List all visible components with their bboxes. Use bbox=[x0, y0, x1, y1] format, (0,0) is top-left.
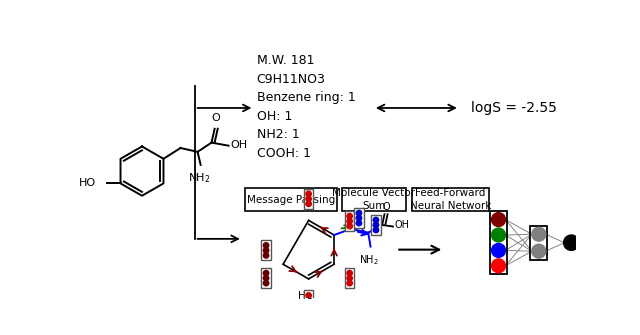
Text: HO: HO bbox=[298, 291, 314, 301]
Text: Molecule Vector
Sum: Molecule Vector Sum bbox=[332, 188, 415, 211]
Circle shape bbox=[373, 227, 379, 233]
Circle shape bbox=[347, 218, 353, 224]
Circle shape bbox=[347, 213, 353, 219]
Circle shape bbox=[263, 248, 269, 253]
Circle shape bbox=[306, 196, 311, 202]
Bar bbox=[304, 290, 313, 311]
Text: O: O bbox=[212, 113, 221, 123]
Circle shape bbox=[492, 228, 506, 242]
Text: logS = -2.55: logS = -2.55 bbox=[472, 101, 557, 115]
Circle shape bbox=[347, 223, 353, 229]
Circle shape bbox=[306, 293, 311, 298]
Text: OH: OH bbox=[395, 220, 410, 230]
Circle shape bbox=[532, 244, 546, 258]
Bar bbox=[412, 188, 489, 211]
Circle shape bbox=[306, 303, 311, 308]
Circle shape bbox=[306, 201, 311, 206]
Bar bbox=[490, 211, 507, 274]
Circle shape bbox=[263, 280, 269, 286]
Text: NH$_2$: NH$_2$ bbox=[188, 171, 211, 185]
Bar bbox=[245, 188, 337, 211]
Text: Message Passing: Message Passing bbox=[246, 195, 335, 205]
Circle shape bbox=[564, 235, 579, 250]
Circle shape bbox=[492, 244, 506, 257]
Bar bbox=[304, 189, 313, 209]
Text: Feed-Forward
Neural Network: Feed-Forward Neural Network bbox=[410, 188, 491, 211]
Circle shape bbox=[373, 217, 379, 223]
Circle shape bbox=[347, 280, 353, 286]
Text: HO: HO bbox=[79, 178, 96, 188]
Bar bbox=[345, 211, 355, 231]
Circle shape bbox=[347, 270, 353, 276]
Circle shape bbox=[263, 275, 269, 281]
Circle shape bbox=[263, 270, 269, 276]
Bar bbox=[261, 241, 271, 260]
Circle shape bbox=[306, 298, 311, 303]
Circle shape bbox=[306, 191, 311, 197]
Bar bbox=[355, 208, 364, 228]
Circle shape bbox=[356, 220, 362, 226]
Circle shape bbox=[356, 215, 362, 221]
Circle shape bbox=[263, 253, 269, 258]
Text: M.W. 181
C9H11NO3
Benzene ring: 1
OH: 1
NH2: 1
COOH: 1: M.W. 181 C9H11NO3 Benzene ring: 1 OH: 1 … bbox=[257, 54, 355, 159]
Bar bbox=[531, 226, 547, 260]
Bar bbox=[345, 268, 355, 288]
Bar bbox=[371, 215, 381, 235]
Circle shape bbox=[492, 213, 506, 226]
Text: NH$_2$: NH$_2$ bbox=[359, 253, 379, 267]
Circle shape bbox=[356, 210, 362, 216]
Circle shape bbox=[347, 275, 353, 281]
Circle shape bbox=[263, 243, 269, 248]
Text: OH: OH bbox=[230, 140, 247, 150]
Circle shape bbox=[373, 222, 379, 228]
Circle shape bbox=[492, 259, 506, 273]
Bar bbox=[261, 268, 271, 288]
Text: O: O bbox=[382, 202, 390, 212]
Circle shape bbox=[532, 227, 546, 241]
Bar bbox=[342, 188, 406, 211]
